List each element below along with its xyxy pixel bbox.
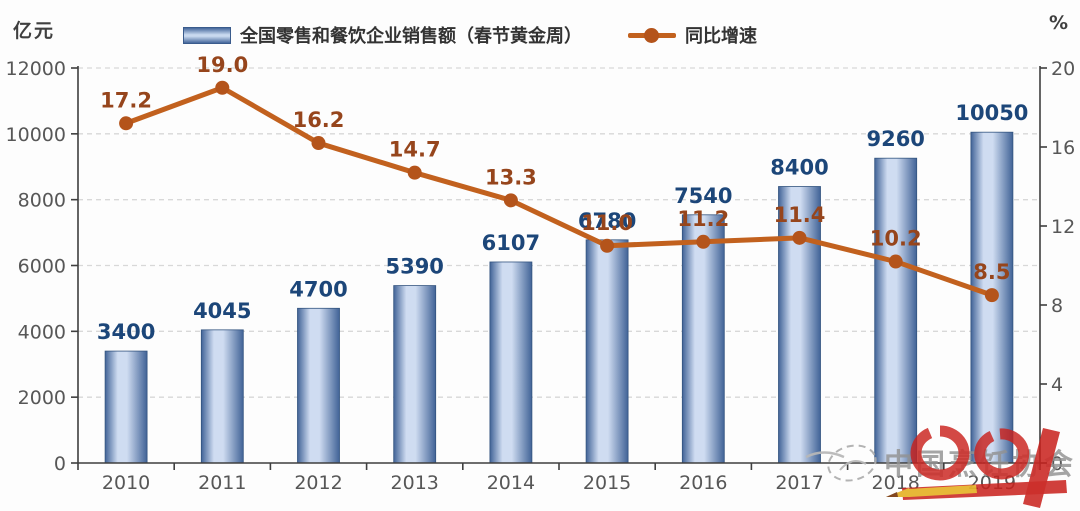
x-tick-label: 2017 [775, 472, 823, 494]
bar-2012 [297, 307, 340, 464]
legend: 全国零售和餐饮企业销售额（春节黄金周） 同比增速 [183, 22, 757, 48]
growth-value-label: 16.2 [293, 108, 345, 132]
left-axis-tick-label: 6000 [18, 256, 66, 278]
right-axis-tick-label: 0 [1051, 453, 1063, 475]
growth-point-2011 [215, 80, 230, 95]
bar-2018 [874, 157, 918, 464]
left-axis-unit: 亿元 [13, 20, 56, 42]
bar-value-label: 3400 [97, 320, 155, 344]
x-tick-label: 2012 [294, 472, 342, 494]
legend-label-growth: 同比增速 [685, 26, 757, 47]
x-tick-label: 2011 [198, 472, 246, 494]
bar-2014 [489, 261, 533, 464]
legend-item-sales: 全国零售和餐饮企业销售额（春节黄金周） [183, 22, 582, 48]
bar-value-label: 8400 [770, 156, 828, 180]
growth-point-2015 [600, 238, 615, 253]
bar-2017 [778, 186, 821, 464]
bar-2016 [681, 214, 725, 464]
bar-value-label: 5390 [385, 255, 443, 279]
watermark-circle-inner [839, 460, 867, 471]
right-axis-tick-label: 16 [1051, 137, 1075, 159]
growth-point-2012 [311, 136, 326, 151]
bar-value-label: 6107 [482, 231, 540, 255]
bar-value-label: 4045 [193, 299, 251, 323]
watermark-stroke [805, 451, 845, 459]
left-axis-tick-label: 4000 [18, 321, 66, 343]
growth-value-label: 19.0 [196, 53, 248, 77]
growth-value-label: 11.0 [581, 211, 633, 235]
bar-series-swatch-icon [183, 26, 231, 44]
cca-red-stroke-c1 [910, 425, 970, 481]
growth-point-2017 [792, 230, 807, 245]
x-tick-label: 2014 [487, 472, 535, 494]
growth-value-label: 14.7 [389, 138, 441, 162]
growth-value-label: 17.2 [100, 88, 152, 112]
right-axis-tick-label: 12 [1051, 216, 1075, 238]
watermark-logo: 中国烹饪协会 [805, 425, 1073, 508]
right-axis-unit: % [1048, 12, 1068, 34]
bar-value-label: 10050 [955, 101, 1028, 125]
x-tick-label: 2015 [583, 472, 631, 494]
bar-value-label: 6780 [578, 209, 636, 233]
growth-value-label: 11.2 [677, 207, 729, 231]
left-axis-tick-label: 2000 [18, 387, 66, 409]
growth-line [123, 85, 995, 298]
legend-item-growth: 同比增速 [628, 22, 757, 48]
bar-2015 [585, 239, 629, 464]
cca-red-underline [902, 480, 1067, 500]
growth-value-label: 8.5 [973, 260, 1010, 284]
growth-point-2010 [119, 116, 134, 131]
growth-value-label: 11.4 [774, 203, 826, 227]
growth-point-2016 [696, 234, 711, 249]
bar-2011 [200, 329, 244, 464]
right-axis-tick-label: 4 [1051, 374, 1063, 396]
right-axis-tick-label: 20 [1051, 58, 1075, 80]
growth-point-2019 [984, 288, 999, 303]
right-axis-tick-label: 8 [1051, 295, 1063, 317]
growth-point-2014 [503, 193, 518, 208]
cca-pencil-body [908, 485, 977, 497]
x-tick-label: 2013 [391, 472, 439, 494]
line-series-swatch-icon [628, 27, 676, 43]
bar-2010 [104, 350, 148, 464]
growth-value-label: 13.3 [485, 165, 537, 189]
watermark-circle-sketch [827, 444, 877, 482]
legend-label-sales: 全国零售和餐饮企业销售额（春节黄金周） [240, 26, 582, 47]
cca-pencil-point [886, 492, 898, 497]
left-axis-tick-label: 12000 [6, 58, 66, 80]
bar-value-label: 7540 [674, 184, 732, 208]
left-axis-tick-label: 0 [54, 453, 66, 475]
x-tick-label: 2016 [679, 472, 727, 494]
growth-point-2018 [888, 254, 903, 269]
bar-2013 [393, 285, 437, 464]
growth-value-label: 10.2 [870, 227, 922, 251]
left-axis-tick-label: 10000 [6, 124, 66, 146]
bar-value-label: 4700 [289, 277, 347, 301]
x-tick-label: 2010 [102, 472, 150, 494]
cca-red-stroke-c2 [974, 428, 1030, 480]
growth-point-2013 [407, 165, 422, 180]
bar-value-label: 9260 [866, 127, 924, 151]
left-axis-tick-label: 8000 [18, 190, 66, 212]
line-marker-icon [644, 27, 659, 43]
